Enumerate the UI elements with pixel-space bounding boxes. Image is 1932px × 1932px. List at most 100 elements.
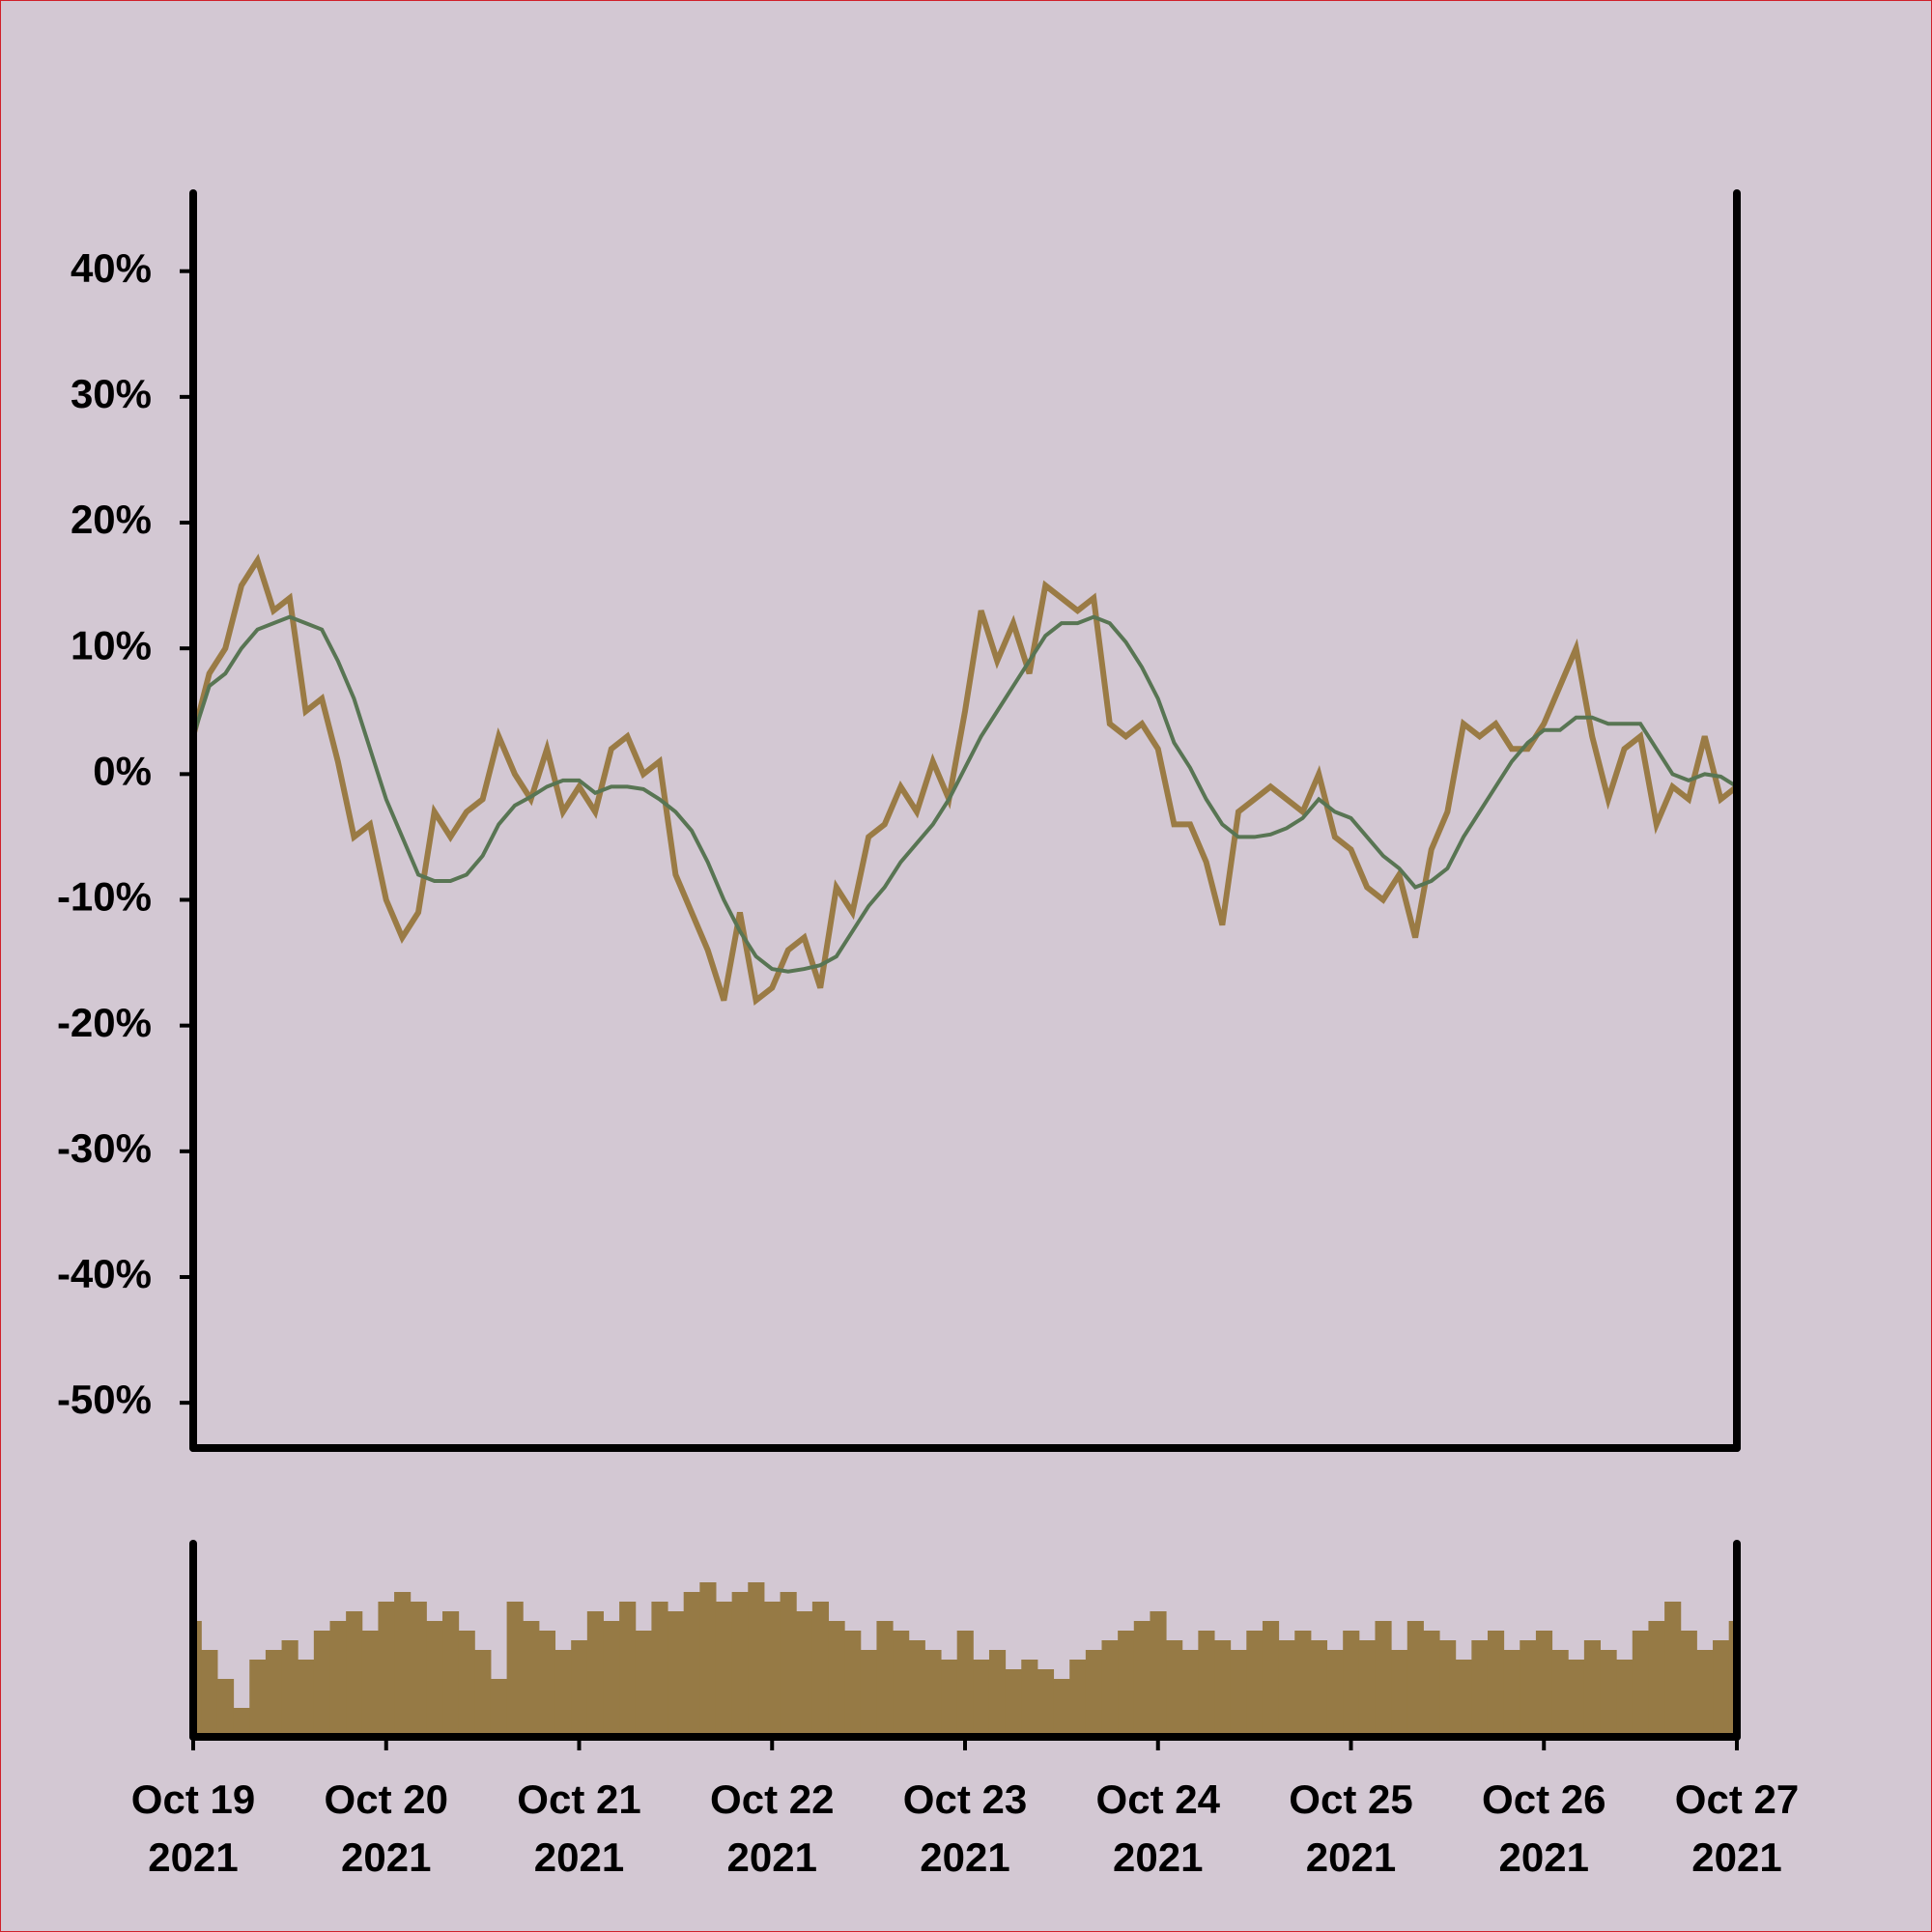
y-tick-label: -30%: [57, 1125, 152, 1171]
volume-bar: [1664, 1602, 1682, 1737]
volume-bar: [1326, 1650, 1344, 1737]
volume-bar: [763, 1602, 781, 1737]
volume-bar: [1487, 1631, 1505, 1737]
volume-bar: [313, 1631, 330, 1737]
volume-bar: [1455, 1660, 1472, 1737]
volume-bar: [1358, 1640, 1376, 1737]
volume-bar: [1600, 1650, 1617, 1737]
volume-bar: [683, 1592, 700, 1737]
volume-bar: [828, 1621, 845, 1737]
x-tick-label: Oct 21: [517, 1776, 640, 1822]
volume-bar: [1551, 1650, 1569, 1737]
volume-bar: [1310, 1640, 1328, 1737]
volume-bar: [699, 1582, 717, 1737]
volume-bar: [265, 1650, 283, 1737]
volume-bar: [1343, 1631, 1360, 1737]
y-tick-label: -40%: [57, 1251, 152, 1296]
volume-bar: [298, 1660, 315, 1737]
y-tick-label: 30%: [71, 371, 152, 416]
volume-bar: [1439, 1640, 1457, 1737]
y-tick-label: -20%: [57, 1000, 152, 1045]
volume-bar: [603, 1621, 620, 1737]
y-tick-label: -50%: [57, 1377, 152, 1422]
volume-bar: [1198, 1631, 1215, 1737]
volume-bar: [731, 1592, 749, 1737]
volume-bar: [378, 1602, 395, 1737]
volume-bar: [233, 1708, 250, 1737]
volume-bar: [1246, 1631, 1264, 1737]
x-tick-label: Oct 23: [903, 1776, 1027, 1822]
y-tick-label: 0%: [93, 748, 152, 793]
x-tick-label: 2021: [148, 1834, 238, 1880]
volume-bar: [1375, 1621, 1392, 1737]
volume-bar: [1069, 1660, 1087, 1737]
volume-bar: [715, 1602, 733, 1737]
volume-bar: [1053, 1679, 1070, 1737]
volume-bar: [1406, 1621, 1424, 1737]
volume-bar: [1166, 1640, 1183, 1737]
volume-bar: [1648, 1621, 1665, 1737]
series-line: [191, 614, 1739, 974]
volume-bar: [1101, 1640, 1119, 1737]
volume-bar: [796, 1611, 813, 1737]
volume-bar: [410, 1602, 427, 1737]
volume-bar: [1262, 1621, 1280, 1737]
x-tick-label: 2021: [727, 1834, 817, 1880]
volume-bar: [1133, 1621, 1151, 1737]
volume-bar: [1632, 1631, 1649, 1737]
volume-bar: [956, 1631, 974, 1737]
volume-bar: [1391, 1650, 1408, 1737]
volume-bar: [668, 1611, 685, 1737]
volume-bar: [1583, 1640, 1602, 1737]
volume-bar: [844, 1631, 862, 1737]
x-tick-label: 2021: [1306, 1834, 1396, 1880]
volume-bar: [908, 1640, 925, 1737]
volume-bar: [924, 1650, 942, 1737]
volume-bar: [329, 1621, 347, 1737]
volume-bar: [1520, 1640, 1537, 1737]
volume-bar: [1696, 1650, 1714, 1737]
y-tick-label: 10%: [71, 622, 152, 668]
x-tick-label: Oct 19: [131, 1776, 255, 1822]
volume-bar: [1150, 1611, 1167, 1737]
volume-bar: [1568, 1660, 1585, 1737]
volume-bar: [442, 1611, 460, 1737]
volume-bar: [1278, 1640, 1295, 1737]
volume-bar: [1503, 1650, 1520, 1737]
volume-bar: [201, 1650, 218, 1737]
volume-bar: [554, 1650, 572, 1737]
volume-bar: [635, 1631, 652, 1737]
volume-bar: [893, 1631, 910, 1737]
x-tick-label: Oct 20: [325, 1776, 448, 1822]
y-tick-label: -10%: [57, 874, 152, 920]
volume-bar: [1713, 1640, 1730, 1737]
volume-bar: [1085, 1650, 1102, 1737]
volume-bar: [394, 1592, 412, 1737]
volume-bar: [1680, 1631, 1697, 1737]
marks: [190, 554, 1739, 1737]
volume-bar: [1118, 1631, 1135, 1737]
volume-bar: [490, 1679, 508, 1737]
volume-bar: [1471, 1640, 1489, 1737]
volume-bar: [361, 1631, 379, 1737]
volume-bar: [619, 1602, 637, 1737]
x-tick-label: Oct 26: [1482, 1776, 1605, 1822]
volume-bar: [651, 1602, 668, 1737]
x-tick-label: 2021: [920, 1834, 1009, 1880]
volume-bar: [571, 1640, 588, 1737]
volume-bar: [1181, 1650, 1199, 1737]
volume-bar: [941, 1660, 958, 1737]
x-tick-label: Oct 25: [1289, 1776, 1412, 1822]
volume-bar: [216, 1679, 235, 1737]
x-tick-label: 2021: [1499, 1834, 1589, 1880]
x-tick-label: 2021: [1113, 1834, 1203, 1880]
x-tick-label: Oct 24: [1096, 1776, 1221, 1822]
volume-bar: [811, 1602, 830, 1737]
volume-bar: [193, 1621, 202, 1737]
volume-bar: [281, 1640, 298, 1737]
x-tick-label: Oct 22: [710, 1776, 834, 1822]
volume-bar: [426, 1621, 443, 1737]
x-tick-label: Oct 27: [1675, 1776, 1799, 1822]
